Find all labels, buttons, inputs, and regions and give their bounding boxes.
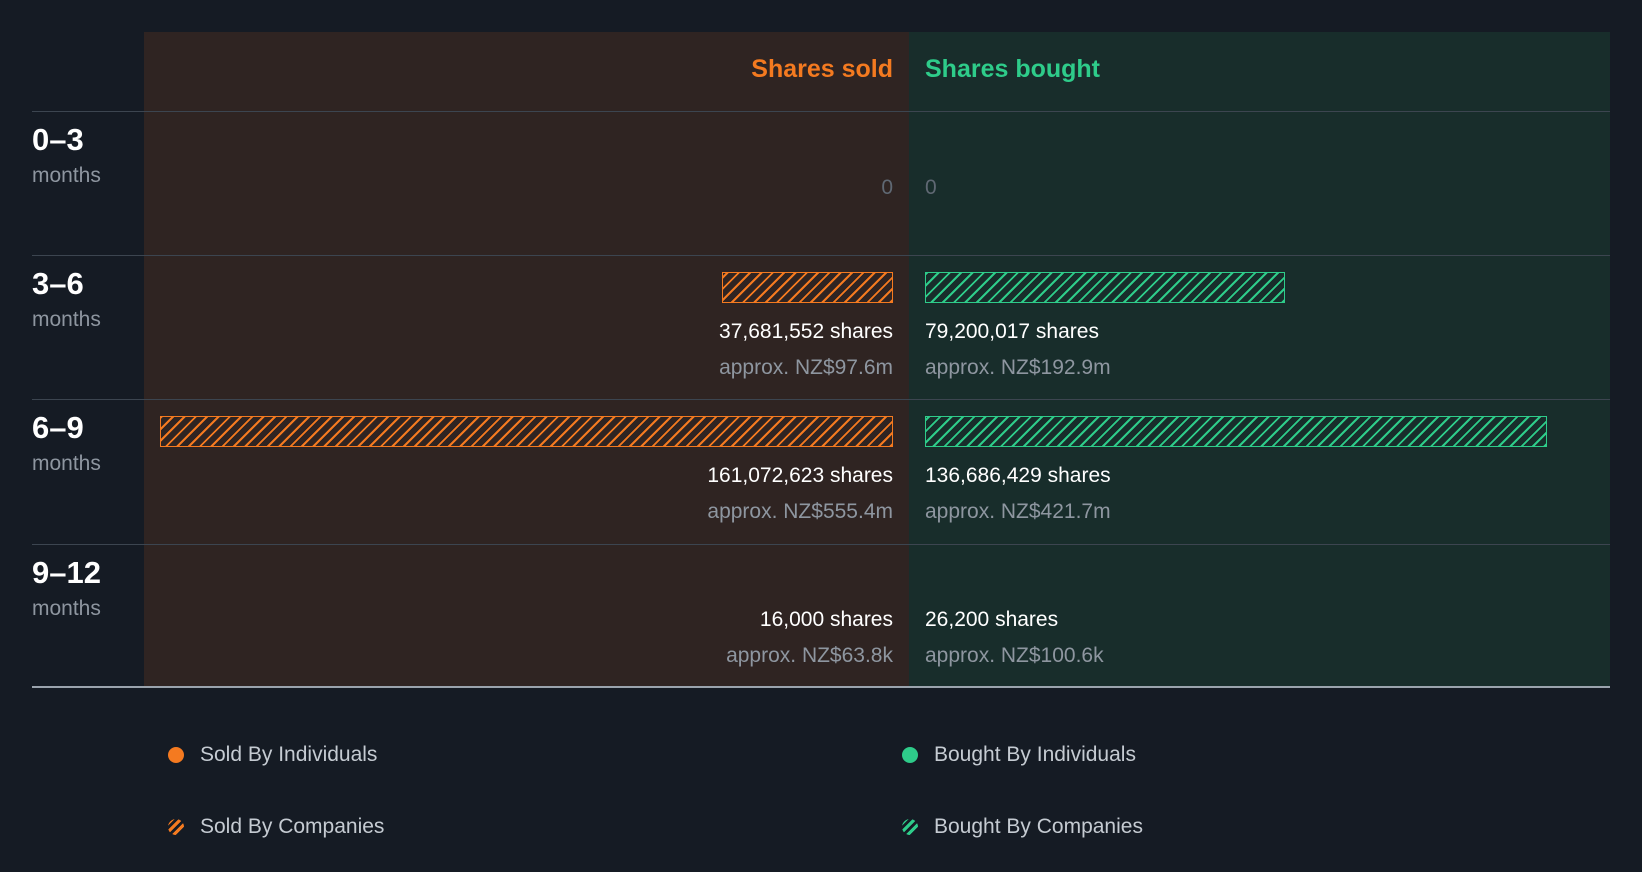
sold-approx-value: approx. NZ$555.4m [707, 500, 893, 523]
shares-sold-panel [144, 32, 909, 687]
period-unit: months [32, 597, 101, 620]
shares-bought-panel [909, 32, 1610, 687]
bought-zero-value: 0 [925, 176, 937, 199]
period-label: 9–12 months [32, 555, 101, 621]
hatched-orange-dot-icon [168, 819, 184, 835]
period-range: 3–6 [32, 266, 84, 301]
legend-sold-companies[interactable]: Sold By Companies [168, 815, 384, 839]
sold-shares-value: 37,681,552 shares [719, 320, 893, 343]
legend-label: Bought By Companies [934, 815, 1143, 838]
period-unit: months [32, 308, 101, 331]
row-divider [32, 255, 1610, 256]
period-range: 9–12 [32, 555, 101, 590]
bought-bar [925, 416, 1547, 447]
sold-bar [722, 272, 893, 303]
row-divider [32, 399, 1610, 400]
bought-shares-value: 79,200,017 shares [925, 320, 1099, 343]
period-unit: months [32, 452, 101, 475]
period-label: 6–9 months [32, 410, 101, 476]
bought-approx-value: approx. NZ$100.6k [925, 644, 1104, 667]
legend-sold-individuals[interactable]: Sold By Individuals [168, 743, 377, 767]
bought-shares-value: 136,686,429 shares [925, 464, 1111, 487]
legend-bought-individuals[interactable]: Bought By Individuals [902, 743, 1136, 767]
shares-sold-header: Shares sold [751, 55, 893, 83]
bought-shares-value: 26,200 shares [925, 608, 1059, 631]
row-divider [32, 544, 1610, 545]
period-range: 0–3 [32, 122, 84, 157]
sold-zero-value: 0 [881, 176, 893, 199]
hatched-green-dot-icon [902, 819, 918, 835]
sold-shares-value: 16,000 shares [759, 608, 893, 631]
row-divider [32, 111, 1610, 112]
legend-label: Bought By Individuals [934, 743, 1136, 766]
period-unit: months [32, 164, 101, 187]
sold-shares-value: 161,072,623 shares [707, 464, 893, 487]
sold-bar [160, 416, 893, 447]
bought-approx-value: approx. NZ$192.9m [925, 356, 1111, 379]
legend-label: Sold By Companies [200, 815, 385, 838]
legend-label: Sold By Individuals [200, 743, 378, 766]
green-dot-icon [902, 747, 918, 763]
shares-bought-header: Shares bought [925, 55, 1101, 83]
sold-approx-value: approx. NZ$97.6m [719, 356, 893, 379]
chart-baseline [32, 686, 1610, 688]
period-range: 6–9 [32, 410, 84, 445]
orange-dot-icon [168, 747, 184, 763]
period-label: 0–3 months [32, 122, 101, 188]
period-label: 3–6 months [32, 266, 101, 332]
legend-bought-companies[interactable]: Bought By Companies [902, 815, 1143, 839]
bought-bar [925, 272, 1285, 303]
sold-approx-value: approx. NZ$63.8k [726, 644, 893, 667]
bought-approx-value: approx. NZ$421.7m [925, 500, 1111, 523]
